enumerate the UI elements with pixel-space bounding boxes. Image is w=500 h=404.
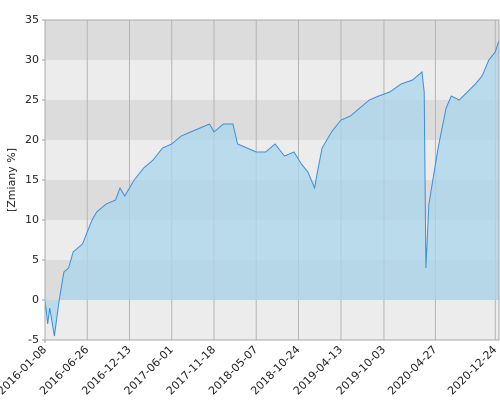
line	[44, 39, 500, 337]
band	[45, 100, 499, 140]
y-tick-label: 0	[32, 293, 39, 306]
y-tick-label: 25	[25, 93, 39, 106]
band	[45, 300, 499, 340]
y-tick-label: 20	[25, 133, 39, 146]
y-tick-label: -5	[28, 333, 39, 346]
y-tick-label: 30	[25, 53, 39, 66]
area	[45, 40, 499, 336]
y-tick-label: 35	[25, 13, 39, 26]
plot-frame	[44, 19, 500, 341]
y-tick-label: 15	[25, 173, 39, 186]
y-tick-label: 5	[32, 253, 39, 266]
band	[45, 60, 499, 100]
y-axis-label: [Zmiany %]	[5, 148, 18, 212]
x-tick-label: 2020-04-27	[385, 343, 439, 397]
x-tick-label: 2020-12-24	[445, 343, 499, 397]
y-tick-label: 10	[25, 213, 39, 226]
band	[45, 20, 499, 60]
